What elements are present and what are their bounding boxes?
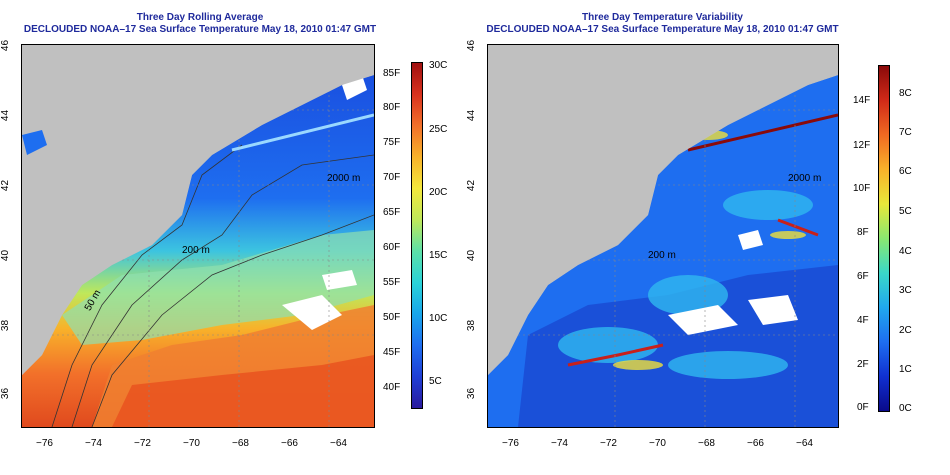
cb-f-label: 4F (857, 315, 869, 326)
x-tick: −66 (747, 438, 764, 449)
y-tick: 42 (0, 179, 12, 192)
x-tick: −70 (649, 438, 666, 449)
cb-c-label: 15C (429, 250, 448, 261)
cb-c-label: 4C (899, 246, 912, 257)
cb-f-label: 6F (857, 271, 869, 282)
right-colorbar (878, 65, 890, 412)
cb-f-label: 14F (853, 95, 871, 106)
cb-f-label: 85F (383, 68, 401, 79)
y-tick: 42 (466, 179, 478, 192)
cb-f-label: 65F (383, 207, 401, 218)
cb-f-label: 70F (383, 172, 401, 183)
cb-f-label: 0F (857, 402, 869, 413)
cb-f-label: 55F (383, 277, 401, 288)
x-tick: −72 (600, 438, 617, 449)
cb-f-label: 40F (383, 382, 401, 393)
cb-c-label: 2C (899, 325, 912, 336)
cb-f-label: 2F (857, 359, 869, 370)
cb-c-label: 8C (899, 88, 912, 99)
contour-label: 200 m (182, 245, 210, 256)
y-tick: 38 (0, 319, 12, 332)
x-tick: −76 (502, 438, 519, 449)
left-panel-title: Three Day Rolling Average (136, 12, 264, 23)
x-tick: −74 (85, 438, 102, 449)
cb-f-label: 80F (383, 102, 401, 113)
left-colorbar (411, 62, 423, 409)
cb-c-label: 7C (899, 127, 912, 138)
y-tick: 36 (466, 387, 478, 400)
x-tick: −74 (551, 438, 568, 449)
cb-c-label: 30C (429, 60, 448, 71)
y-tick: 40 (466, 249, 478, 262)
right-panel-subtitle: DECLOUDED NOAA–17 Sea Surface Temperatur… (486, 24, 839, 35)
y-tick: 44 (0, 109, 12, 122)
x-tick: −72 (134, 438, 151, 449)
cb-c-label: 5C (899, 206, 912, 217)
x-tick: −64 (330, 438, 347, 449)
cb-f-label: 75F (383, 137, 401, 148)
x-tick: −66 (281, 438, 298, 449)
right-variability-map: 200 m 2000 m (487, 44, 839, 428)
y-tick: 46 (0, 39, 12, 52)
left-sst-map: 200 m 2000 m 50 m (21, 44, 375, 428)
cb-f-label: 60F (383, 242, 401, 253)
cb-c-label: 3C (899, 285, 912, 296)
y-tick: 44 (466, 109, 478, 122)
y-tick: 40 (0, 249, 12, 262)
y-tick: 36 (0, 387, 12, 400)
right-panel-title: Three Day Temperature Variability (582, 12, 743, 23)
cb-f-label: 45F (383, 347, 401, 358)
left-panel-subtitle: DECLOUDED NOAA–17 Sea Surface Temperatur… (23, 24, 377, 35)
cb-c-label: 25C (429, 124, 448, 135)
x-tick: −64 (796, 438, 813, 449)
contour-label: 2000 m (788, 173, 822, 184)
cb-f-label: 50F (383, 312, 401, 323)
cb-c-label: 10C (429, 313, 448, 324)
x-tick: −70 (183, 438, 200, 449)
cb-f-label: 8F (857, 227, 869, 238)
cb-f-label: 10F (853, 183, 871, 194)
cb-c-label: 6C (899, 166, 912, 177)
contour-label: 200 m (648, 250, 676, 261)
y-tick: 46 (466, 39, 478, 52)
cb-c-label: 0C (899, 403, 912, 414)
y-tick: 38 (466, 319, 478, 332)
x-tick: −76 (36, 438, 53, 449)
cb-c-label: 5C (429, 376, 442, 387)
x-tick: −68 (698, 438, 715, 449)
contour-label: 2000 m (327, 173, 361, 184)
cb-c-label: 20C (429, 187, 448, 198)
cb-f-label: 12F (853, 140, 871, 151)
cb-c-label: 1C (899, 364, 912, 375)
x-tick: −68 (232, 438, 249, 449)
